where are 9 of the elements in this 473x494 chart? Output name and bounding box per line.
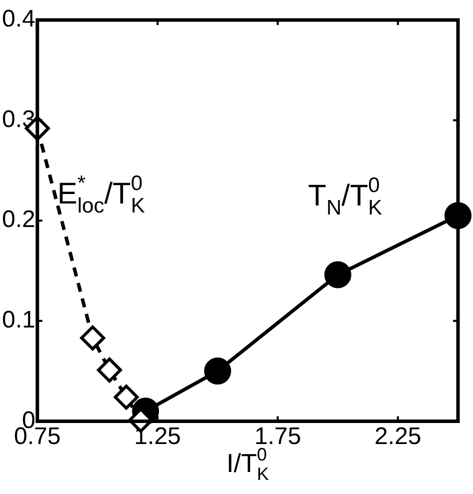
point	[114, 384, 139, 410]
point	[96, 358, 122, 383]
y-tick-label: 0.4	[2, 6, 36, 33]
x-tick-label: 2.25	[374, 423, 422, 450]
point	[204, 358, 232, 385]
y-tick-label: 0.1	[2, 306, 36, 334]
y-tick-label: 0.2	[2, 206, 36, 234]
point	[80, 325, 106, 350]
point	[324, 261, 352, 288]
